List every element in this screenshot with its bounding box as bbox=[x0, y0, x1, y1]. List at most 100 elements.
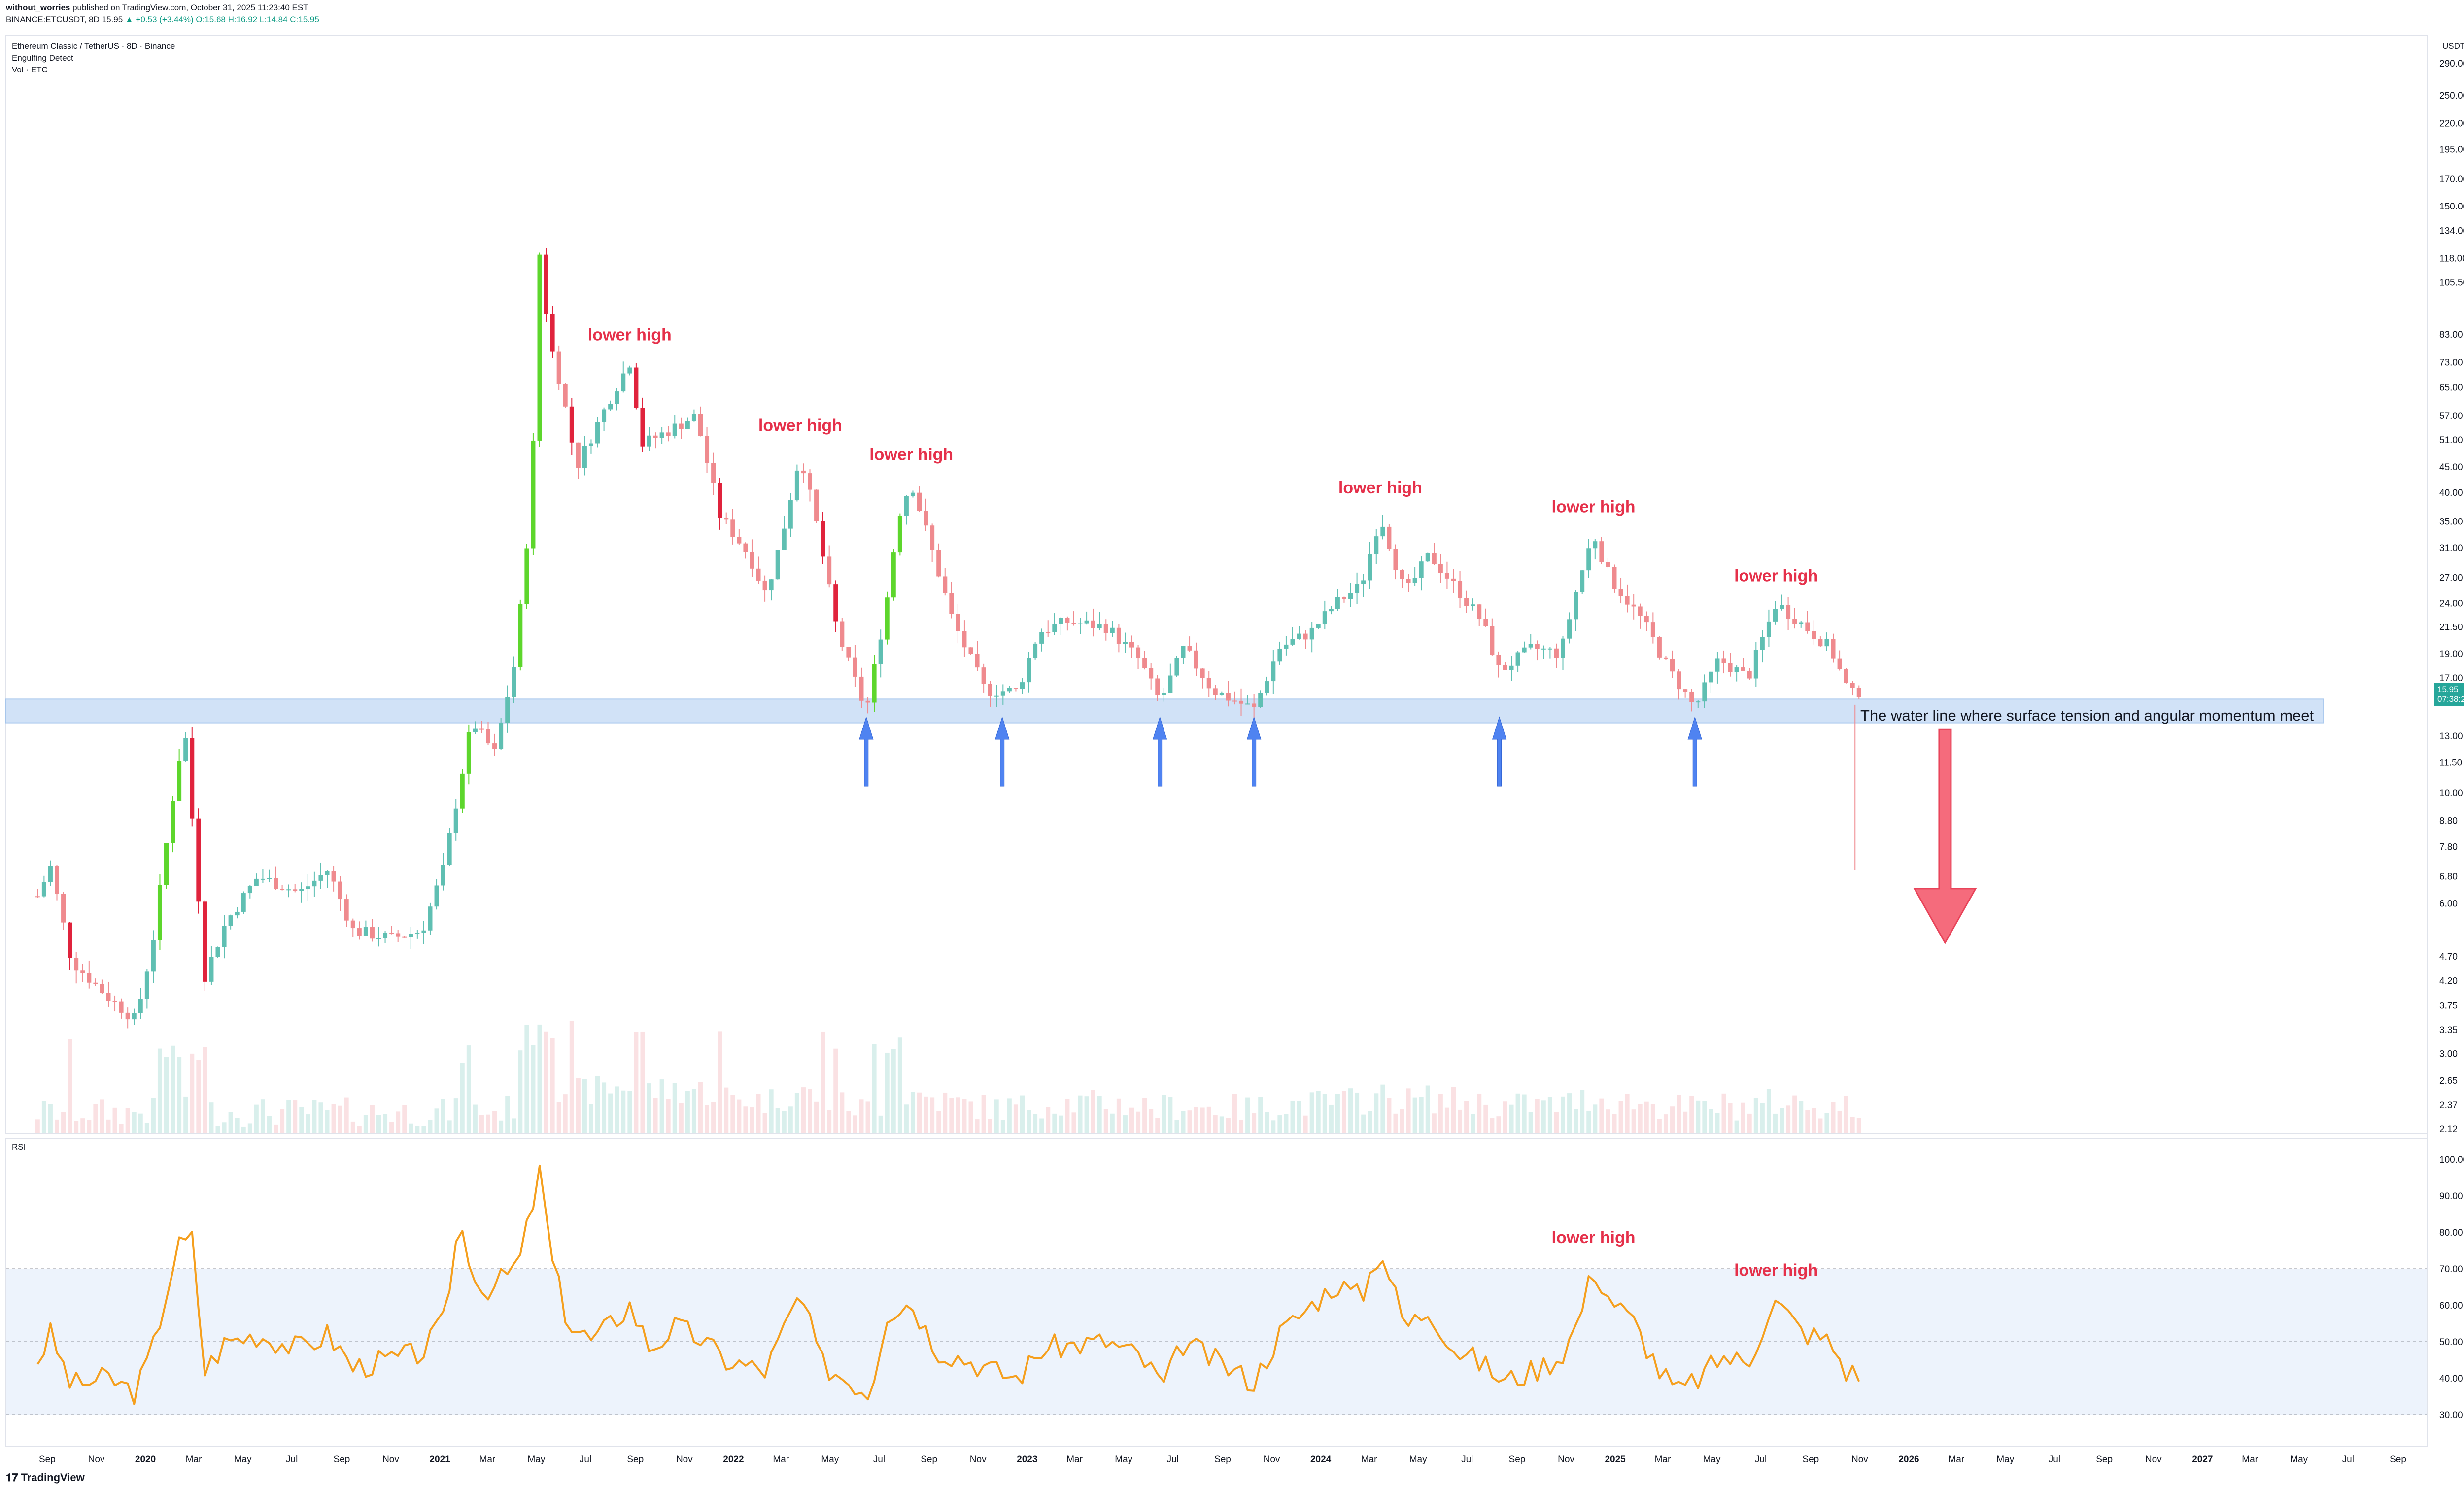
volume-bar bbox=[1547, 1097, 1552, 1133]
price-tick-label: 31.00 bbox=[2439, 543, 2463, 554]
volume-bar bbox=[691, 1089, 696, 1133]
tradingview-logo[interactable]: 𝟏𝟕 TradingView bbox=[6, 1471, 85, 1484]
volume-bar bbox=[679, 1103, 684, 1133]
volume-bar bbox=[1490, 1118, 1495, 1133]
volume-bar bbox=[1728, 1103, 1733, 1133]
bar-countdown: 07:38:21 bbox=[2437, 694, 2464, 704]
indicator-engulfing[interactable]: Engulfing Detect bbox=[12, 53, 73, 63]
candle-body bbox=[61, 894, 66, 923]
candle-body bbox=[801, 470, 806, 474]
volume-bar bbox=[1574, 1109, 1578, 1133]
candle-body bbox=[550, 314, 555, 352]
volume-bar bbox=[1013, 1104, 1018, 1133]
volume-bar bbox=[762, 1113, 767, 1133]
candle-body bbox=[196, 818, 201, 902]
main-pane bbox=[5, 35, 2428, 1134]
chart-title[interactable]: Ethereum Classic / TetherUS · 8D · Binan… bbox=[12, 41, 175, 51]
time-tick-label: Sep bbox=[333, 1455, 350, 1465]
volume-bar bbox=[157, 1048, 162, 1133]
candle-body bbox=[1818, 639, 1823, 647]
volume-bar bbox=[144, 1123, 149, 1133]
candle-body bbox=[1059, 618, 1063, 624]
volume-bar bbox=[350, 1121, 355, 1133]
time-tick-label: 2021 bbox=[429, 1455, 450, 1465]
candle-body bbox=[1824, 639, 1829, 647]
candle-body bbox=[1850, 683, 1855, 688]
indicator-volume[interactable]: Vol · ETC bbox=[12, 65, 48, 74]
candle-body bbox=[1515, 652, 1520, 666]
volume-bar bbox=[1477, 1093, 1482, 1133]
volume-bar bbox=[1593, 1104, 1598, 1133]
rsi-tick-label: 30.00 bbox=[2439, 1410, 2463, 1421]
price-tick-label: 83.00 bbox=[2439, 330, 2463, 340]
candle-body bbox=[1503, 665, 1507, 670]
volume-bar bbox=[1046, 1107, 1051, 1133]
volume-bar bbox=[1831, 1102, 1836, 1133]
volume-bar bbox=[1194, 1107, 1198, 1133]
time-tick-label: 2027 bbox=[2192, 1455, 2213, 1465]
candle-body bbox=[453, 808, 458, 833]
rsi-tick-label: 80.00 bbox=[2439, 1228, 2463, 1238]
time-tick-label: Mar bbox=[1361, 1455, 1377, 1465]
candle-body bbox=[1786, 605, 1791, 619]
volume-bar bbox=[891, 1049, 896, 1133]
candle-body bbox=[1458, 581, 1463, 598]
indicator-rsi[interactable]: RSI bbox=[12, 1143, 26, 1152]
volume-bar bbox=[769, 1089, 774, 1133]
candle-body bbox=[956, 614, 960, 631]
candle-body bbox=[376, 938, 381, 939]
candle-body bbox=[827, 556, 832, 585]
time-tick-label: Jul bbox=[1755, 1455, 1767, 1465]
candle-body bbox=[988, 684, 992, 696]
candle-body bbox=[859, 676, 864, 701]
time-tick-label: Nov bbox=[1851, 1455, 1868, 1465]
candle-body bbox=[119, 1001, 124, 1013]
candle-body bbox=[306, 886, 310, 889]
volume-bar bbox=[1341, 1091, 1346, 1133]
candle-body bbox=[505, 697, 510, 723]
projection-arrow-down bbox=[1913, 728, 1977, 944]
price-tick-label: 195.00 bbox=[2439, 144, 2464, 155]
candle-body bbox=[357, 928, 362, 936]
lower-high-label: lower high bbox=[758, 416, 842, 435]
candle-body bbox=[383, 933, 388, 938]
candle-body bbox=[1580, 570, 1585, 592]
volume-bar bbox=[1471, 1114, 1475, 1133]
time-tick-label: 2020 bbox=[135, 1455, 156, 1465]
candle-body bbox=[994, 695, 999, 697]
volume-bar bbox=[801, 1087, 806, 1133]
candle-body bbox=[1368, 554, 1372, 581]
price-tick-label: 57.00 bbox=[2439, 411, 2463, 421]
rsi-tick-label: 50.00 bbox=[2439, 1337, 2463, 1348]
volume-bar bbox=[1438, 1094, 1443, 1133]
price-change: ▲ +0.53 (+3.44%) bbox=[125, 15, 194, 24]
candle-body bbox=[865, 700, 870, 703]
time-tick-label: Nov bbox=[2145, 1455, 2162, 1465]
time-tick-label: 2026 bbox=[1898, 1455, 1919, 1465]
candle-body bbox=[840, 621, 845, 647]
volume-bar bbox=[171, 1045, 175, 1133]
volume-bar bbox=[537, 1024, 542, 1133]
candle-body bbox=[1444, 573, 1449, 579]
price-tick-label: 19.00 bbox=[2439, 649, 2463, 659]
candle-body bbox=[1341, 597, 1346, 600]
volume-bar bbox=[228, 1112, 233, 1133]
time-tick-label: May bbox=[2290, 1455, 2308, 1465]
volume-bar bbox=[1245, 1097, 1250, 1133]
candle-body bbox=[512, 667, 516, 697]
candle-body bbox=[1206, 678, 1211, 689]
volume-bar bbox=[1561, 1096, 1566, 1133]
candle-body bbox=[241, 893, 246, 912]
volume-bar bbox=[1374, 1093, 1379, 1133]
volume-bar bbox=[666, 1099, 671, 1133]
candle-body bbox=[183, 738, 188, 761]
currency-label[interactable]: USDT bbox=[2442, 41, 2464, 51]
candle-body bbox=[1000, 691, 1005, 696]
candle-body bbox=[556, 351, 561, 384]
candle-body bbox=[1689, 691, 1694, 702]
volume-bar bbox=[1856, 1118, 1861, 1133]
volume-bar bbox=[1503, 1101, 1507, 1133]
time-tick-label: Sep bbox=[39, 1455, 56, 1465]
candle-body bbox=[853, 657, 857, 677]
